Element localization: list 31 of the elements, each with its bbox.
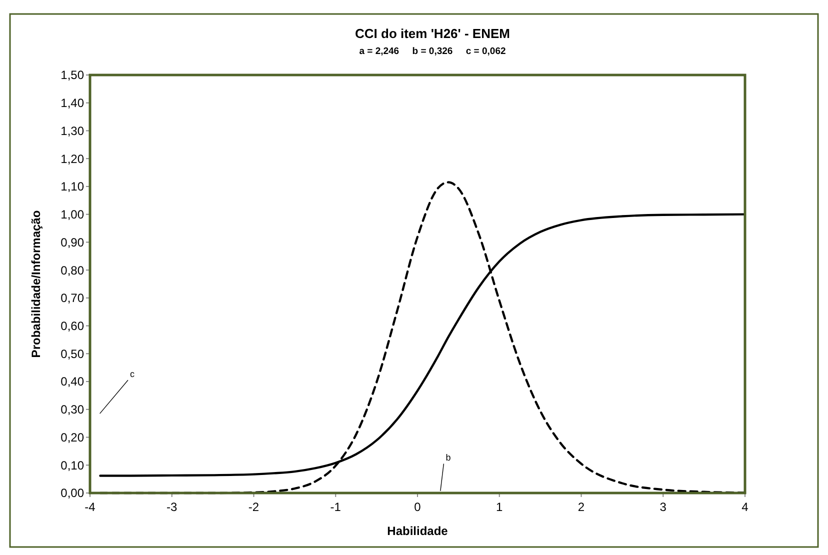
y-tick-label: 0,60 [60,319,84,333]
y-tick-label: 1,30 [60,124,84,138]
y-tick-label: 0,00 [60,486,84,500]
annotation: c [130,369,135,380]
y-tick-label: 0,20 [60,430,84,444]
y-tick-label: 1,00 [60,208,84,222]
y-tick-label: 0,70 [60,291,84,306]
y-tick-label: 0,80 [60,263,84,278]
x-tick-label: 0 [414,500,422,514]
x-tick-label: -4 [84,500,96,514]
x-tick-label: 3 [660,500,667,514]
x-tick-label: 2 [578,500,585,514]
y-tick-label: 1,50 [60,68,84,82]
y-tick-label: 1,40 [60,96,84,110]
x-tick-label: -3 [166,500,178,514]
x-axis-title: Habilidade [387,524,448,538]
annotation: b [446,452,451,463]
x-tick-label: -1 [330,500,342,514]
y-tick-label: 0,10 [60,458,84,472]
y-tick-label: 0,40 [60,374,84,389]
y-tick-label: 0,30 [60,402,84,417]
x-tick-label: 1 [496,500,504,514]
chart-subtitle: a = 2,246 b = 0,326 c = 0,062 [359,46,506,57]
y-axis-title: Probabilidade/Informação [29,210,43,358]
y-tick-label: 0,50 [60,346,84,361]
chart-title: CCI do item 'H26' - ENEM [355,26,510,41]
y-tick-label: 0,90 [60,235,84,250]
x-tick-label: -2 [248,500,260,514]
y-tick-label: 1,20 [60,152,84,166]
y-tick-label: 1,10 [60,180,84,194]
x-tick-label: 4 [742,500,749,514]
